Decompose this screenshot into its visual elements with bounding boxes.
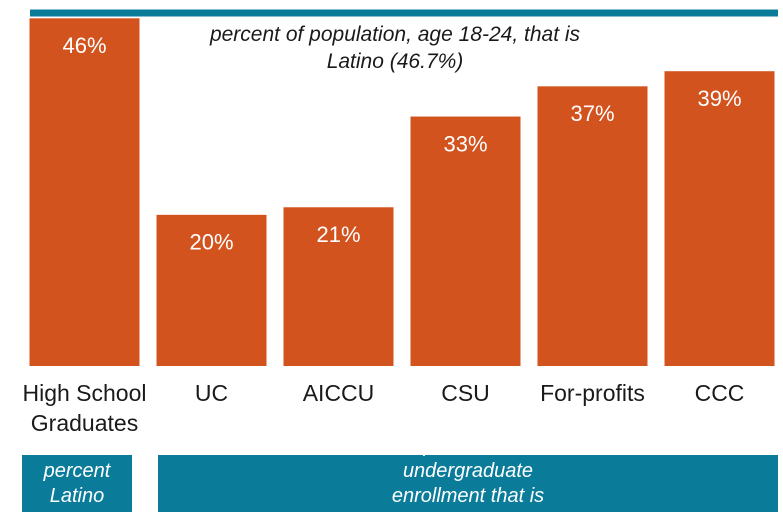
x-tick-label: For-profits: [540, 380, 645, 406]
group-label: percent of undergraduate enrollment that…: [158, 435, 778, 516]
bar: [156, 214, 267, 366]
x-tick-label: High School Graduates: [22, 380, 147, 436]
bar: [664, 71, 775, 366]
data-label: 21%: [316, 222, 360, 247]
bar: [29, 18, 140, 366]
data-label: 39%: [697, 86, 741, 111]
data-label: 33%: [443, 131, 487, 156]
data-label: 37%: [570, 101, 614, 126]
annotation: percent of population, age 18-24, that i…: [209, 23, 581, 73]
data-label: 20%: [189, 230, 233, 255]
data-label: 46%: [62, 33, 106, 58]
group-label: percent Latino: [22, 455, 132, 512]
bar: [283, 207, 394, 366]
bar: [410, 116, 521, 366]
x-tick-label: CSU: [441, 380, 490, 406]
x-tick-label: CCC: [694, 380, 745, 406]
x-tick-label: UC: [194, 380, 229, 406]
x-tick-label: AICCU: [302, 380, 375, 406]
bar: [537, 86, 648, 366]
